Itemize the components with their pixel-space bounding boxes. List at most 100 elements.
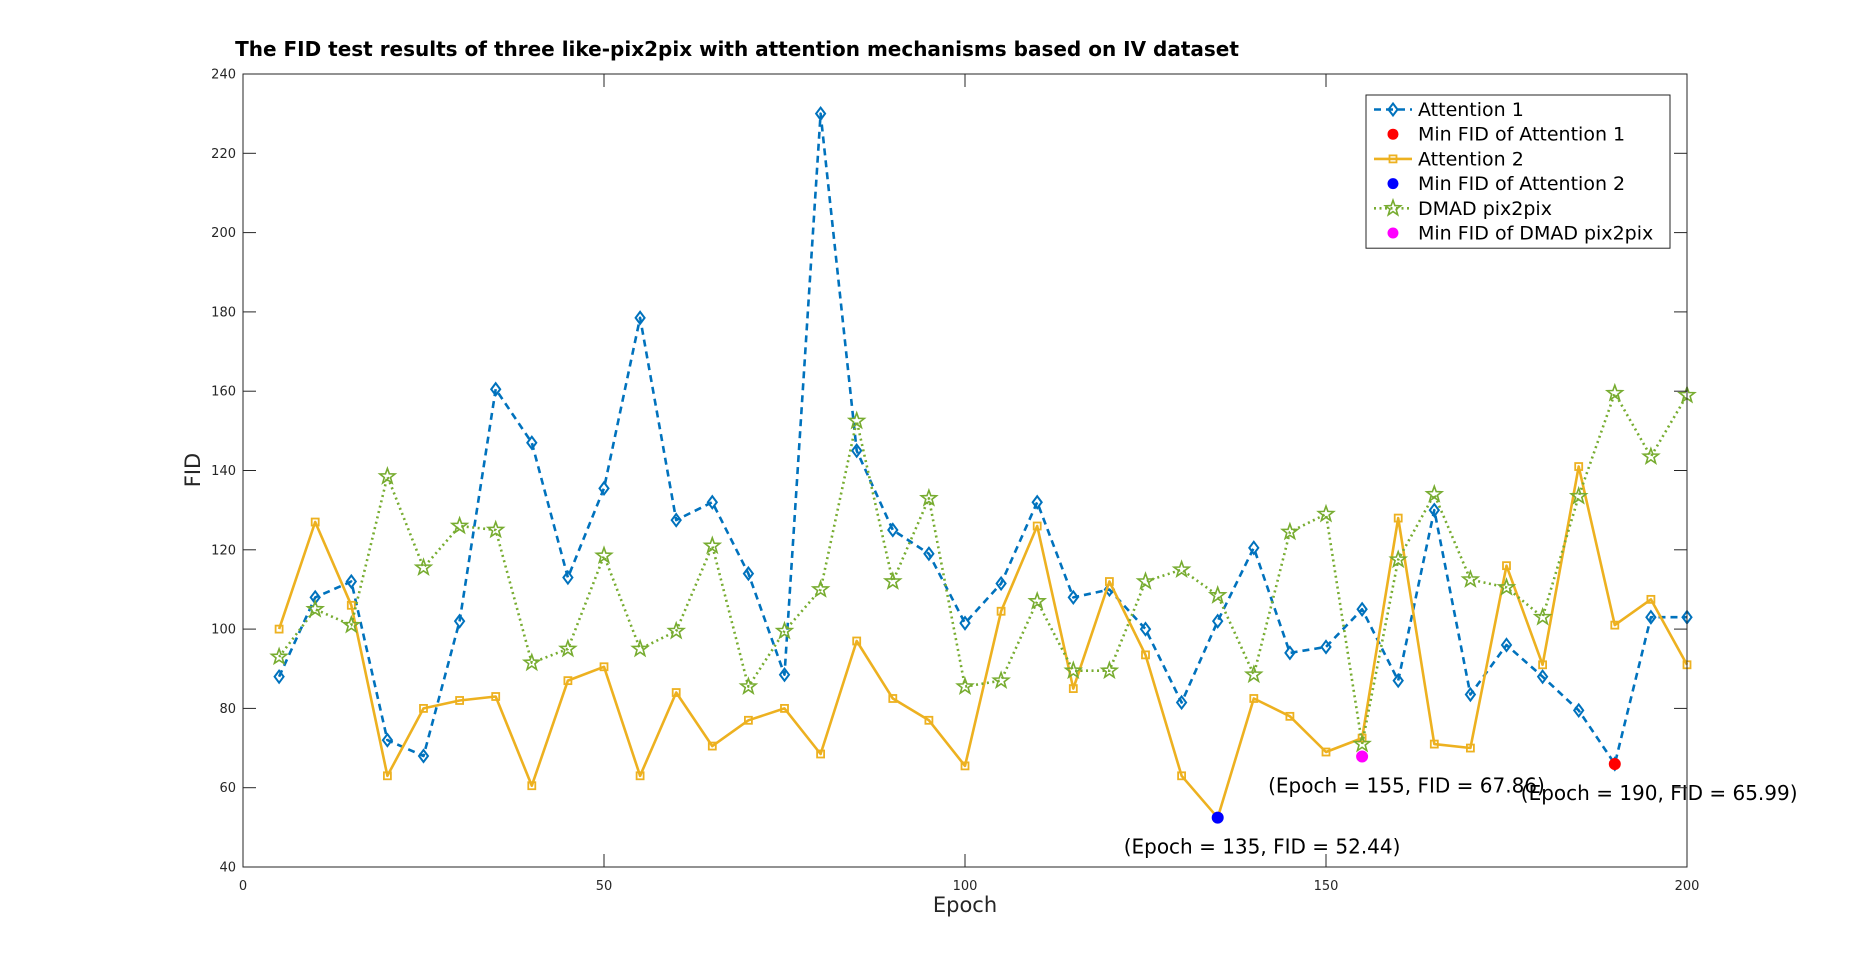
y-tick-label: 100	[211, 623, 236, 638]
series-line	[277, 112, 1687, 766]
data-point	[1249, 694, 1259, 703]
data-point	[305, 598, 326, 618]
data-point	[816, 749, 825, 759]
data-point	[1284, 645, 1296, 661]
data-point	[1388, 549, 1409, 569]
data-point	[780, 704, 789, 713]
data-point	[960, 761, 970, 771]
y-tick-label: 60	[219, 781, 236, 796]
y-tick-label: 220	[211, 147, 236, 162]
data-point	[1496, 577, 1517, 596]
series-layer	[269, 105, 1697, 823]
y-tick-label: 40	[219, 861, 236, 876]
legend: Attention 1 Min FID of Attention 1Attenti…	[1365, 94, 1671, 249]
x-tick-label: 150	[1314, 879, 1339, 894]
min-annotation: (Epoch = 190, FID = 65.99)	[1521, 781, 1798, 805]
data-point	[413, 557, 434, 577]
data-point	[634, 310, 646, 326]
data-point	[1243, 664, 1264, 684]
data-point	[1063, 660, 1084, 680]
data-point	[1464, 686, 1477, 703]
legend-entry: Min FID of Attention 1	[1387, 124, 1625, 146]
legend-label: Attention 2	[1418, 148, 1524, 170]
data-point	[1031, 494, 1043, 510]
legend-label: DMAD pix2pix	[1418, 198, 1552, 220]
data-point	[774, 620, 795, 640]
data-point	[846, 410, 867, 430]
x-tick-label: 200	[1675, 879, 1700, 894]
data-point	[991, 670, 1011, 690]
data-point	[1393, 513, 1403, 523]
data-point	[527, 781, 537, 791]
data-point	[563, 676, 573, 686]
data-point	[1502, 561, 1511, 571]
series-line	[278, 391, 1689, 746]
data-point	[526, 435, 538, 451]
data-point	[1139, 621, 1152, 637]
data-point	[1177, 771, 1186, 781]
min-annotation: (Epoch = 135, FID = 52.44)	[1124, 835, 1401, 859]
data-point	[599, 662, 609, 672]
data-point	[377, 465, 398, 485]
minima-layer: (Epoch = 190, FID = 65.99) (Epoch = 135, …	[1124, 750, 1798, 859]
x-axis-label: Epoch	[933, 893, 997, 917]
data-point	[381, 732, 394, 748]
data-point	[453, 613, 466, 629]
y-tick-label: 120	[211, 543, 236, 558]
min-point	[1608, 757, 1621, 770]
data-point	[882, 571, 903, 590]
data-point	[1424, 483, 1445, 503]
data-point	[1572, 702, 1585, 719]
series-line	[277, 465, 1689, 820]
data-point	[778, 667, 791, 683]
y-tick-label: 140	[211, 464, 236, 479]
legend-entry: Min FID of DMAD pix2pix	[1387, 223, 1653, 245]
chart-title: The FID test results of three like-pix2p…	[235, 37, 1239, 61]
data-point	[744, 715, 753, 725]
data-point	[1392, 672, 1404, 689]
data-point	[1067, 589, 1080, 606]
y-tick-label: 160	[211, 385, 236, 400]
data-point	[1248, 540, 1260, 556]
data-point	[489, 381, 502, 397]
data-point	[630, 638, 650, 658]
legend-entry: Min FID of Attention 2	[1387, 173, 1625, 195]
data-point	[1032, 521, 1042, 531]
data-point	[923, 546, 935, 562]
data-point	[1175, 694, 1188, 711]
x-tick-label: 100	[953, 879, 978, 894]
x-tick-label: 50	[596, 879, 613, 894]
y-tick-label: 200	[211, 226, 236, 241]
data-point	[1099, 660, 1120, 680]
data-point	[670, 512, 682, 528]
data-point	[594, 545, 614, 565]
data-point	[924, 715, 934, 725]
data-point	[671, 688, 681, 697]
data-point	[558, 638, 578, 658]
data-point	[1316, 503, 1336, 523]
data-point	[1429, 739, 1439, 749]
data-point	[310, 517, 320, 527]
data-point	[1027, 590, 1048, 610]
legend-entry: Attention 2	[1374, 148, 1524, 170]
y-tick-label: 180	[211, 305, 236, 320]
min-point	[1356, 750, 1369, 763]
data-point	[1135, 571, 1156, 590]
data-point	[955, 676, 975, 696]
data-point	[273, 669, 285, 685]
data-point	[1645, 609, 1657, 625]
axes-layer: 0 50 100 150 200 40 60 80 100 120 140 160 180 200 220 2…	[211, 68, 1699, 895]
data-point	[598, 480, 610, 497]
legend-marker	[1388, 154, 1398, 164]
data-point	[852, 636, 862, 646]
data-point	[1356, 601, 1368, 617]
data-point	[1141, 650, 1150, 660]
x-tick-label: 0	[239, 879, 247, 894]
data-point	[1428, 502, 1441, 518]
data-point	[485, 519, 506, 539]
data-point	[1321, 747, 1331, 757]
data-point	[919, 487, 939, 507]
data-point	[706, 494, 719, 510]
min-point	[1211, 811, 1224, 824]
